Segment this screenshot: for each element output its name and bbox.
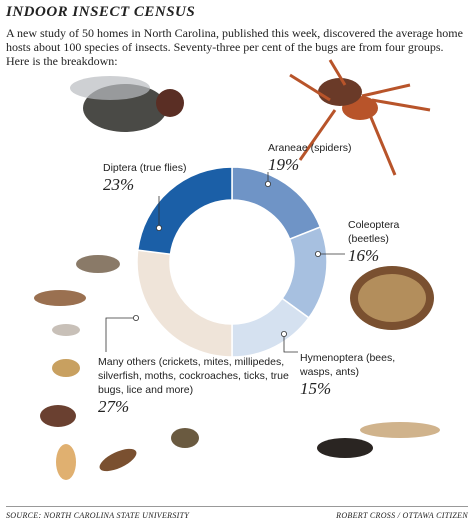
leader-line (105, 317, 136, 352)
segment-label: Many others (crickets, mites, millipedes… (98, 355, 308, 416)
value-label: 16% (348, 246, 380, 265)
leader-dot (280, 330, 287, 337)
value-label: 23% (103, 175, 135, 194)
category-label: Araneae (spiders) (268, 142, 352, 154)
leader-line (283, 334, 298, 353)
leader-dot (264, 180, 271, 187)
source: SOURCE: NORTH CAROLINA STATE UNIVERSITY (6, 511, 190, 520)
segment-label: Coleoptera (beetles) 16% (348, 218, 420, 265)
credit: ROBERT CROSS / OTTAWA CITIZEN (336, 511, 468, 520)
value-label: 27% (98, 397, 130, 416)
category-label: Many others (crickets, mites, millipedes… (98, 356, 289, 396)
segment-label: Araneae (spiders) 19% (268, 141, 378, 174)
donut-segment (136, 166, 233, 256)
category-label: Hymenoptera (bees, wasps, ants) (300, 352, 396, 378)
leader-dot (155, 224, 162, 231)
segment-label: Hymenoptera (bees, wasps, ants) 15% (300, 351, 405, 398)
leader-dot (314, 250, 321, 257)
value-label: 15% (300, 379, 332, 398)
title: INDOOR INSECT CENSUS (6, 4, 196, 20)
leader-dot (132, 314, 139, 321)
segment-label: Diptera (true flies) 23% (103, 161, 253, 194)
category-label: Coleoptera (beetles) (348, 219, 400, 245)
footer-rule (6, 506, 468, 507)
subtitle: A new study of 50 homes in North Carolin… (6, 26, 463, 68)
value-label: 19% (268, 155, 300, 174)
donut-segment (136, 249, 233, 358)
insect-illustrations (34, 59, 440, 480)
category-label: Diptera (true flies) (103, 162, 187, 174)
